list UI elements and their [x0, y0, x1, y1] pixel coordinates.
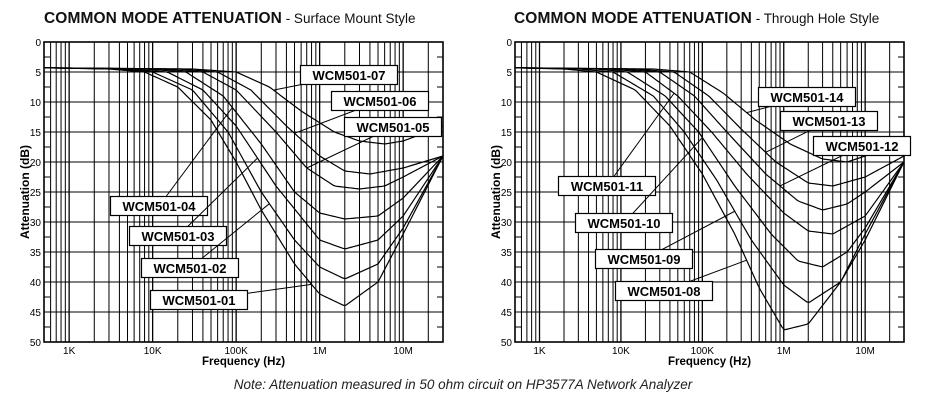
callout-label: WCM501-14 — [771, 90, 845, 105]
callout-box — [343, 116, 443, 138]
callout-label: WCM501-01 — [163, 293, 236, 308]
callout-label: WCM501-11 — [571, 179, 643, 194]
chart-title-through-hole: COMMON MODE ATTENUATION - Through Hole S… — [514, 10, 879, 28]
y-tick-label: 30 — [30, 218, 42, 229]
callout-label: WCM501-05 — [357, 120, 430, 135]
callout-label: WCM501-07 — [313, 68, 386, 83]
series-line-wcm501-08 — [514, 67, 905, 331]
callout-box — [779, 110, 879, 132]
x-tick-label: 1K — [63, 346, 76, 357]
chart-title-main: COMMON MODE ATTENUATION — [514, 10, 752, 27]
y-tick-label: 0 — [506, 38, 512, 49]
callout-box — [128, 225, 228, 247]
plot-frame — [43, 41, 444, 343]
x-tick-label: 1M — [313, 346, 327, 357]
y-axis-label: Attenuation (dB) — [489, 145, 503, 239]
callout-box — [812, 135, 912, 157]
callout-box — [140, 257, 240, 279]
y-tick-label: 50 — [30, 338, 42, 349]
chart-title-sub: - Surface Mount Style — [281, 11, 416, 26]
callout-label: WCM501-13 — [793, 114, 866, 129]
x-axis-label: Frequency (Hz) — [202, 356, 285, 368]
y-tick-label: 10 — [30, 98, 42, 109]
y-tick-label: 10 — [501, 98, 513, 109]
y-tick-label: 45 — [501, 308, 513, 319]
x-tick-label: 1K — [533, 346, 546, 357]
callout-leader — [623, 137, 703, 224]
x-tick-label: 100K — [691, 346, 715, 357]
callout-box — [149, 289, 249, 311]
y-tick-label: 0 — [35, 38, 41, 49]
y-tick-label: 40 — [501, 278, 513, 289]
y-tick-label: 35 — [30, 248, 42, 259]
callout-box — [109, 195, 209, 217]
x-tick-label: 10M — [393, 346, 412, 357]
y-tick-label: 20 — [501, 158, 513, 169]
chart-panel-1: 0 5 10 15 20 25 30 35 40 45 50 1K 10K 100K 1M 10M Freque… — [18, 38, 444, 368]
callout-label: WCM501-09 — [608, 252, 681, 267]
series-line-wcm501-14 — [514, 67, 905, 163]
chart-title-surface-mount: COMMON MODE ATTENUATION - Surface Mount … — [44, 10, 416, 28]
callout-leader — [177, 157, 258, 237]
callout-leader — [189, 203, 270, 269]
y-tick-label: 50 — [501, 338, 513, 349]
callout-label: WCM501-02 — [154, 261, 227, 276]
y-tick-label: 25 — [30, 188, 42, 199]
callout-label: WCM501-06 — [344, 94, 417, 109]
x-axis-label: Frequency (Hz) — [668, 356, 751, 368]
plot-frame — [514, 41, 905, 343]
y-tick-label: 15 — [30, 128, 42, 139]
y-tick-label: 5 — [35, 68, 41, 79]
callout-label: WCM501-08 — [628, 284, 701, 299]
chart-title-main: COMMON MODE ATTENUATION — [44, 10, 282, 27]
callout-label: WCM501-10 — [588, 216, 661, 231]
y-tick-label: 15 — [501, 128, 513, 139]
x-tick-label: 10M — [855, 346, 874, 357]
callout-box — [574, 212, 674, 234]
chart-panel-2: 0 5 10 15 20 25 30 35 40 45 50 1K 10K 100K 1M 10M Freque… — [489, 38, 912, 368]
x-tick-label: 1M — [777, 346, 791, 357]
y-tick-label: 45 — [30, 308, 42, 319]
y-tick-label: 20 — [30, 158, 42, 169]
callout-box — [614, 280, 714, 302]
x-tick-label: 10K — [144, 346, 162, 357]
callout-leader — [606, 92, 675, 187]
y-axis-label: Attenuation (dB) — [18, 145, 32, 239]
callout-box — [594, 248, 694, 270]
callout-box — [757, 86, 857, 108]
footnote: Note: Attenuation measured in 50 ohm cir… — [233, 377, 693, 392]
y-tick-label: 5 — [506, 68, 512, 79]
callout-box — [299, 64, 399, 86]
y-tick-label: 35 — [501, 248, 513, 259]
callout-label: WCM501-04 — [123, 199, 197, 214]
y-tick-label: 40 — [30, 278, 42, 289]
callout-leader — [158, 107, 233, 207]
y-tick-label: 25 — [501, 188, 513, 199]
x-tick-label: 100K — [224, 346, 248, 357]
callout-box — [557, 175, 657, 197]
series-line-wcm501-07 — [43, 67, 444, 145]
y-tick-label: 30 — [501, 218, 513, 229]
callout-box — [330, 90, 430, 112]
x-tick-label: 10K — [612, 346, 630, 357]
callout-label: WCM501-03 — [142, 229, 215, 244]
chart-title-sub: - Through Hole Style — [751, 11, 880, 26]
callout-label: WCM501-12 — [826, 139, 899, 154]
